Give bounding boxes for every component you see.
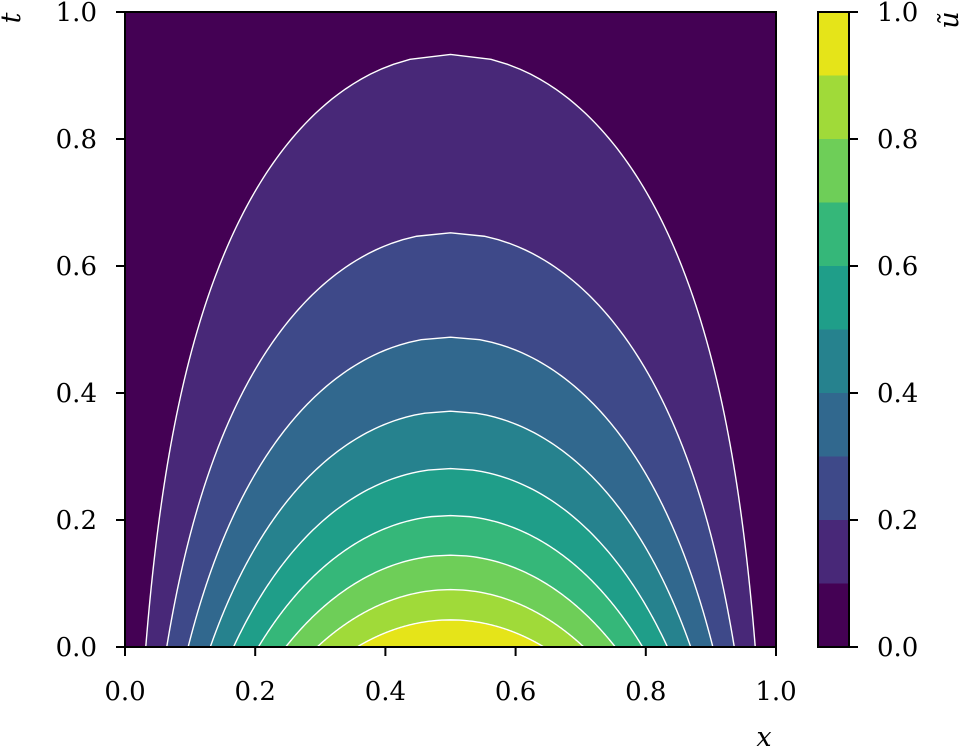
contour-line-8 [316,588,585,647]
colorbar-tick-label: 0.0 [877,633,918,663]
colorbar-band-7 [818,139,849,203]
contour-line-5 [232,467,669,647]
contour-line-3 [187,336,714,647]
colorbar-tick-label: 0.6 [877,252,918,282]
x-tick-label: 0.4 [365,677,406,707]
colorbar-band-3 [818,393,849,457]
colorbar-frame [817,11,850,648]
contour-line-7 [285,554,616,647]
colorbar-tick-label: 0.4 [877,379,918,409]
colorbar [818,12,849,647]
y-tick-label: 0.6 [56,252,97,282]
x-tick-label: 0.2 [235,677,276,707]
colorbar-band-4 [818,329,849,393]
x-tick-label: 0.6 [495,677,536,707]
y-tick-label: 1.0 [56,0,97,28]
contour-line-1 [145,53,756,647]
colorbar-axis: 0.0 0.2 0.4 0.6 0.8 1.0 [849,0,918,663]
y-tick-label: 0.2 [56,506,97,536]
colorbar-band-9 [818,12,849,76]
x-tick-label: 0.0 [104,677,145,707]
colorbar-band-2 [818,456,849,520]
x-tick-label: 0.8 [625,677,666,707]
x-axis-label: x [756,722,771,752]
contour-line-9 [356,619,545,647]
contour-line-6 [257,514,644,647]
y-axis-label: t [0,12,27,23]
colorbar-band-8 [818,75,849,139]
colorbar-band-0 [818,583,849,647]
y-axis: 0.0 0.2 0.4 0.6 0.8 1.0 [56,0,125,663]
contour-band-8 [317,589,584,647]
contour-line-4 [209,410,692,647]
y-tick-label: 0.4 [56,379,97,409]
plot-frame [124,11,777,648]
colorbar-band-5 [818,266,849,330]
colorbar-band-1 [818,520,849,584]
contour-line-2 [166,232,735,647]
y-tick-label: 0.8 [56,125,97,155]
x-tick-label: 1.0 [755,677,796,707]
colorbar-tick-label: 1.0 [877,0,918,28]
colorbar-label: ũ [934,11,965,28]
plot-area [125,12,776,647]
colorbar-tick-label: 0.2 [877,506,918,536]
x-axis: 0.0 0.2 0.4 0.6 0.8 1.0 [104,647,797,707]
colorbar-band-6 [818,202,849,266]
y-tick-label: 0.0 [56,633,97,663]
colorbar-tick-label: 0.8 [877,125,918,155]
